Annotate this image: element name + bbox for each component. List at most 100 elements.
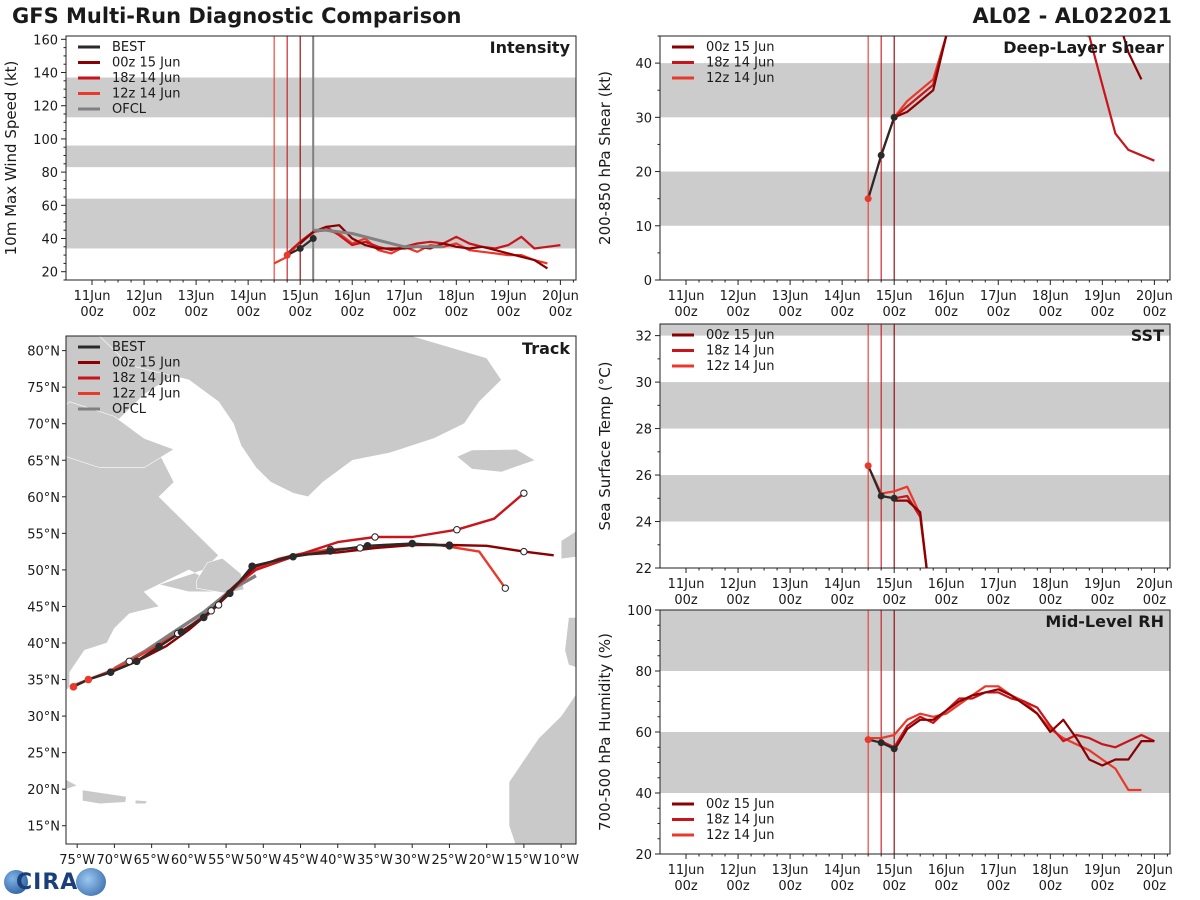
x-tick-label: 00z [445,305,469,320]
x-tick-label: 00z [935,593,959,608]
forecast-point [520,547,528,556]
best-track-point [225,589,234,598]
x-tick-label: 00z [393,305,417,320]
x-tick-label: 00z [778,593,802,608]
lon-tick-label: 70°W [96,853,132,868]
legend-label: 12z 14 Jun [706,828,775,843]
x-tick-label: 00z [830,305,854,320]
x-tick-label: 00z [674,879,698,894]
x-tick-label: 12Jun [720,289,757,304]
best-track-point [877,739,885,747]
lon-tick-label: 30°W [394,853,430,868]
x-tick-label: 00z [1039,593,1063,608]
forecast-point [501,584,509,592]
panel-track: 15°N 20°N 25°N 30°N 35°N 40°N 45°N 50°N 55°N 60°N… [27,335,579,868]
x-tick-label: 00z [549,305,573,320]
shaded-band [660,324,1170,336]
x-tick-label: 00z [830,593,854,608]
best-track-point [132,657,141,666]
y-tick-label: 80 [41,166,58,181]
hispaniola-land [82,789,127,805]
x-tick-label: 16Jun [928,289,965,304]
plot-area-intensity [66,36,576,280]
shaded-band [66,77,576,118]
x-tick-label: 00z [1143,305,1167,320]
legend-label: 00z 15 Jun [112,356,181,371]
x-tick-label: 00z [882,593,906,608]
lat-tick-label: 60°N [27,491,60,506]
forecast-point [371,533,379,541]
x-tick-label: 00z [882,305,906,320]
x-tick-label: 00z [1091,305,1115,320]
ireland-land [560,530,576,560]
africa-land [508,693,576,844]
lat-tick-label: 20°N [27,783,60,798]
x-tick-label: 17Jun [386,289,423,304]
panel-title: Track [522,339,570,358]
x-tick-label: 12Jun [126,289,163,304]
x-tick-label: 00z [497,305,521,320]
y-tick-label: 80 [635,665,652,680]
best-track-point [445,541,454,550]
x-tick-label: 00z [726,305,750,320]
best-track-point [877,492,885,500]
panel-sst: 22242628303211Jun00z12Jun00z13Jun00z14Ju… [596,323,1173,608]
x-tick-label: 14Jun [230,289,267,304]
lat-tick-label: 40°N [27,637,60,652]
best-track-point [69,683,78,691]
lon-tick-label: 20°W [469,853,505,868]
x-tick-label: 11Jun [668,577,705,592]
x-tick-label: 15Jun [876,289,913,304]
lon-tick-label: 50°W [245,853,281,868]
x-tick-label: 00z [674,305,698,320]
forecast-point [214,601,223,609]
y-tick-label: 120 [33,100,58,115]
x-tick-label: 17Jun [980,577,1017,592]
best-track-point [864,195,872,203]
baffin-island-land [66,401,175,468]
x-tick-label: 16Jun [928,863,965,878]
x-tick-label: 00z [674,593,698,608]
y-tick-label: 160 [33,33,58,48]
legend-label: 00z 15 Jun [706,40,775,55]
x-tick-label: 18Jun [1032,863,1069,878]
y-tick-label: 40 [41,233,58,248]
series-line-00z-15-jun [893,688,1155,767]
x-tick-label: 16Jun [334,289,371,304]
lat-tick-label: 50°N [27,564,60,579]
x-tick-label: 17Jun [980,863,1017,878]
x-tick-label: 19Jun [490,289,527,304]
x-tick-label: 18Jun [1032,577,1069,592]
shaded-band [660,382,1170,429]
legend-label: 12z 14 Jun [706,359,775,374]
shaded-band [66,145,576,168]
best-track-point [864,462,872,470]
x-tick-label: 13Jun [772,577,809,592]
lon-tick-label: 15°W [506,853,542,868]
x-tick-label: 14Jun [824,863,861,878]
lon-tick-label: 65°W [134,853,170,868]
lat-tick-label: 30°N [27,710,60,725]
lat-tick-label: 75°N [27,381,60,396]
x-tick-label: 20Jun [542,289,579,304]
best-track-point [890,494,898,502]
y-tick-label: 30 [635,376,652,391]
x-tick-label: 00z [1091,593,1115,608]
best-track-point [408,539,417,548]
lat-tick-label: 45°N [27,600,60,615]
y-tick-label: 20 [41,266,58,281]
x-tick-label: 00z [1039,879,1063,894]
y-axis-label: 700-500 hPa Humidity (%) [596,633,614,831]
cira-logo: CIRA [4,866,108,898]
iceland-land [456,448,536,473]
x-tick-label: 20Jun [1136,289,1173,304]
x-tick-label: 00z [935,305,959,320]
best-track-point [309,235,317,243]
best-track-point [106,668,115,677]
best-track-point [864,736,872,744]
legend-label: OFCL [112,402,147,417]
legend-label: 18z 14 Jun [112,71,181,86]
x-tick-label: 00z [288,305,312,320]
panel-title: Intensity [490,38,571,57]
